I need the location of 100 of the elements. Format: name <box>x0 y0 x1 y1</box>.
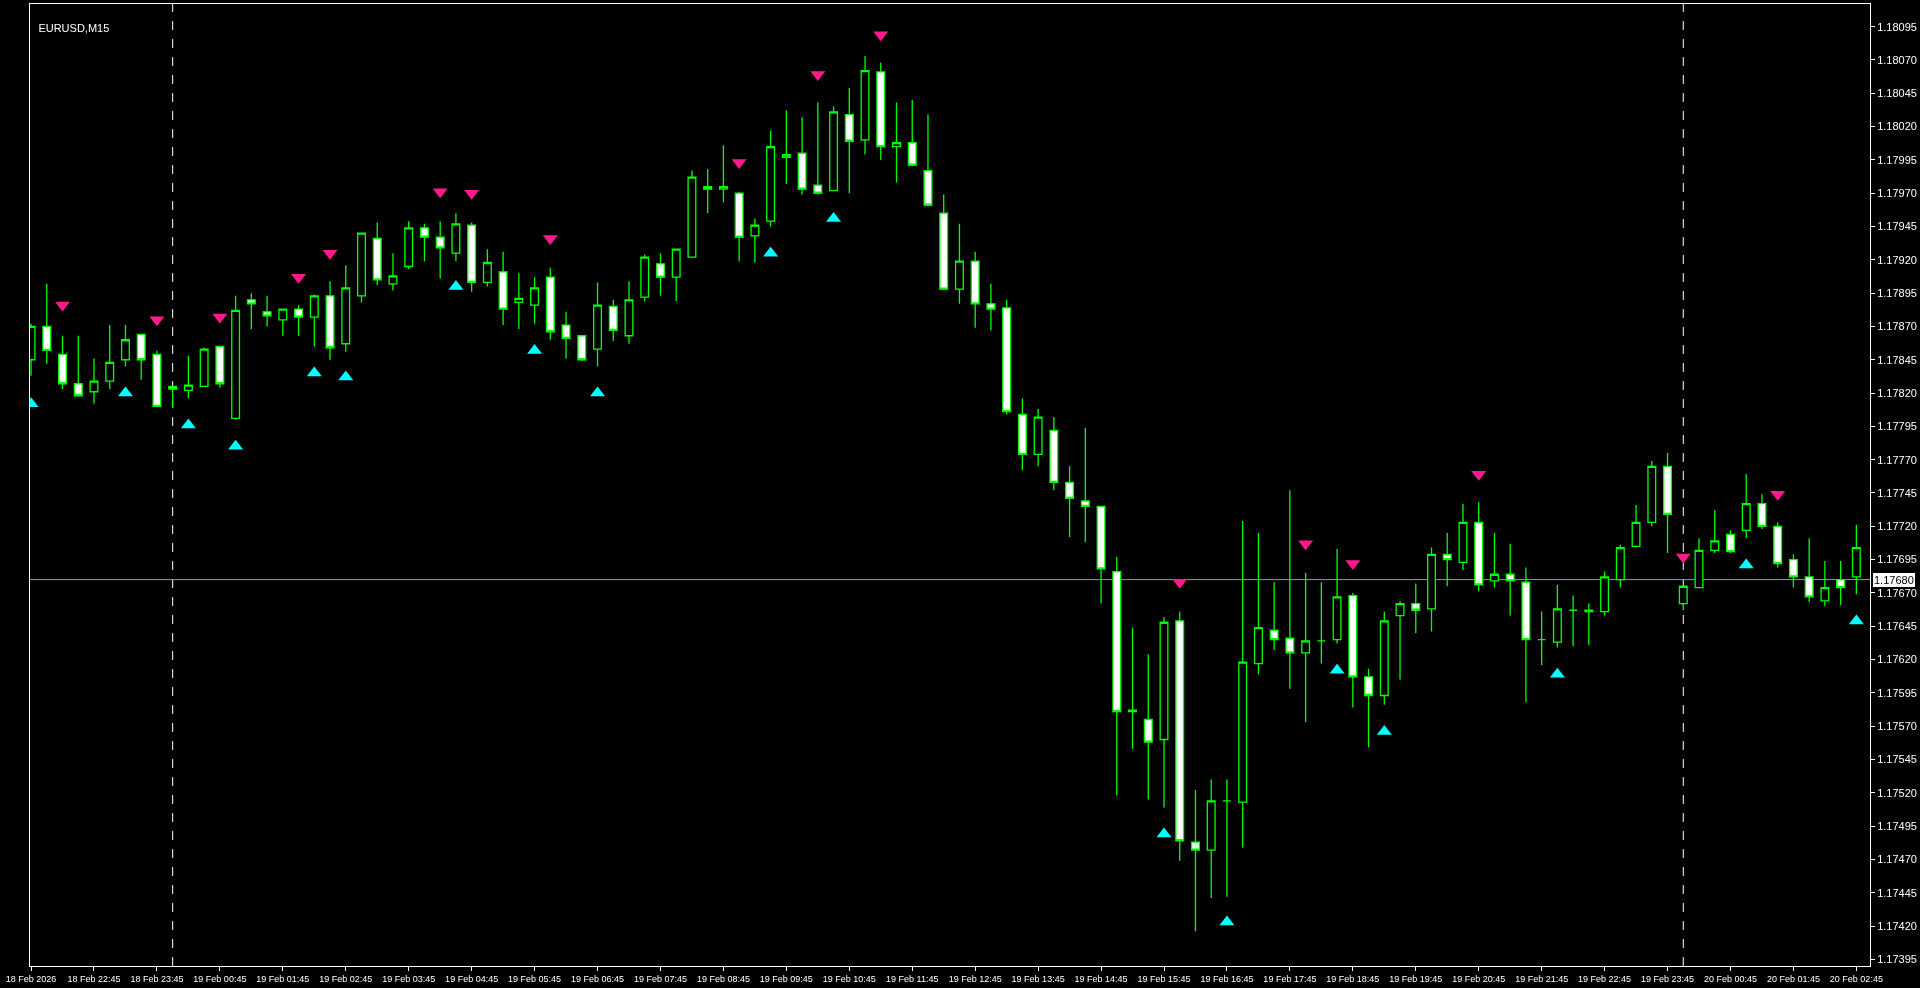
candlestick <box>577 335 587 362</box>
candlestick <box>1128 626 1138 750</box>
candlestick <box>1332 548 1342 645</box>
candlestick <box>923 113 933 208</box>
y-tick-label: 1.17545 <box>1877 753 1917 766</box>
candlestick <box>1065 465 1075 538</box>
candlestick <box>1112 556 1122 797</box>
y-tick-label: 1.17745 <box>1877 486 1917 499</box>
candlestick <box>844 87 854 194</box>
x-tick-label: 20 Feb 00:45 <box>1703 973 1757 984</box>
y-tick-label: 1.17920 <box>1877 253 1917 266</box>
candlestick <box>1348 592 1358 709</box>
y-tick-label: 1.17945 <box>1877 220 1917 233</box>
candlestick <box>1600 570 1610 617</box>
candlestick <box>1694 537 1704 589</box>
candlestick <box>1002 299 1012 416</box>
x-tick-label: 19 Feb 13:45 <box>1011 973 1065 984</box>
candlestick <box>750 217 760 264</box>
candlestick <box>1049 416 1059 491</box>
y-tick-label: 1.17495 <box>1877 819 1917 832</box>
candlestick <box>325 280 335 361</box>
candlestick <box>1537 610 1547 666</box>
candlestick <box>1757 493 1767 530</box>
candlestick <box>1143 653 1153 801</box>
candlestick <box>1285 489 1295 690</box>
x-tick-label: 19 Feb 04:45 <box>445 973 499 984</box>
candlestick <box>1678 585 1688 611</box>
x-tick-label: 19 Feb 19:45 <box>1389 973 1443 984</box>
y-tick-label: 1.17570 <box>1877 720 1917 733</box>
y-tick-label: 1.17820 <box>1877 386 1917 399</box>
y-tick-label: 1.17670 <box>1877 586 1917 599</box>
y-tick-label: 1.17620 <box>1877 653 1917 666</box>
candlestick <box>356 232 366 304</box>
candlestick <box>1521 566 1531 703</box>
y-tick-label: 1.17695 <box>1877 553 1917 566</box>
x-tick-label: 19 Feb 16:45 <box>1200 973 1254 984</box>
candlestick <box>561 311 571 360</box>
candlestick <box>1238 520 1248 849</box>
candlestick <box>734 191 744 262</box>
candlestick <box>954 223 964 305</box>
candlestick <box>891 101 901 184</box>
candlestick <box>404 220 414 270</box>
y-tick-label: 1.17995 <box>1877 153 1917 166</box>
y-tick-label: 1.17595 <box>1877 686 1917 699</box>
candlestick <box>1458 503 1468 571</box>
candlestick <box>278 308 288 337</box>
candlestick <box>1411 582 1421 634</box>
candlestick <box>718 144 728 204</box>
candlestick <box>703 168 713 214</box>
candlestick <box>467 221 477 293</box>
candlestick <box>640 253 650 302</box>
x-tick-label: 18 Feb 22:45 <box>67 973 121 984</box>
candlestick <box>1725 529 1735 554</box>
y-tick-label: 1.17470 <box>1877 853 1917 866</box>
candlestick <box>1442 532 1452 587</box>
candlestick <box>687 169 697 258</box>
x-tick-label: 19 Feb 17:45 <box>1263 973 1317 984</box>
x-tick-label: 19 Feb 14:45 <box>1074 973 1128 984</box>
candlestick <box>73 335 83 397</box>
candlestick <box>152 349 162 408</box>
y-tick-label: 1.17845 <box>1877 353 1917 366</box>
candlestick <box>986 283 996 332</box>
candlestick <box>1584 602 1594 646</box>
x-tick-label: 19 Feb 02:45 <box>319 973 373 984</box>
candlestick <box>1788 553 1798 589</box>
x-tick-label: 19 Feb 00:45 <box>193 973 247 984</box>
candlestick <box>593 281 603 368</box>
candlestick <box>215 345 225 389</box>
candlestick <box>907 99 917 168</box>
y-tick-label: 1.17970 <box>1877 187 1917 200</box>
x-tick-label: 18 Feb 23:45 <box>130 973 184 984</box>
candlestick <box>419 223 429 262</box>
candlestick <box>1269 581 1279 651</box>
x-tick-label: 20 Feb 01:45 <box>1766 973 1820 984</box>
x-tick-label: 19 Feb 10:45 <box>822 973 876 984</box>
candlestick <box>388 252 398 292</box>
candlestick <box>1427 546 1437 633</box>
candlestick <box>231 295 241 421</box>
x-tick-label: 19 Feb 15:45 <box>1137 973 1191 984</box>
candlestick <box>1663 452 1673 554</box>
candlestick <box>1741 473 1751 539</box>
candlestick <box>1096 505 1106 605</box>
candlestick <box>1489 532 1499 589</box>
x-tick-label: 19 Feb 12:45 <box>948 973 1002 984</box>
candlestick <box>797 116 807 196</box>
candlestick <box>829 105 839 192</box>
candlestick <box>341 264 351 353</box>
candlestick <box>876 61 886 161</box>
candlestick <box>624 280 634 345</box>
x-tick-label: 19 Feb 20:45 <box>1452 973 1506 984</box>
x-tick-label: 19 Feb 03:45 <box>382 973 436 984</box>
x-tick-label: 19 Feb 07:45 <box>633 973 687 984</box>
y-tick-label: 1.17645 <box>1877 620 1917 633</box>
y-tick-label: 1.17420 <box>1877 919 1917 932</box>
y-tick-label: 1.17770 <box>1877 453 1917 466</box>
candlestick <box>482 248 492 288</box>
x-tick-label: 19 Feb 08:45 <box>696 973 750 984</box>
candlestick <box>1301 572 1311 723</box>
candlestick <box>498 251 508 326</box>
candlestick <box>514 272 524 330</box>
